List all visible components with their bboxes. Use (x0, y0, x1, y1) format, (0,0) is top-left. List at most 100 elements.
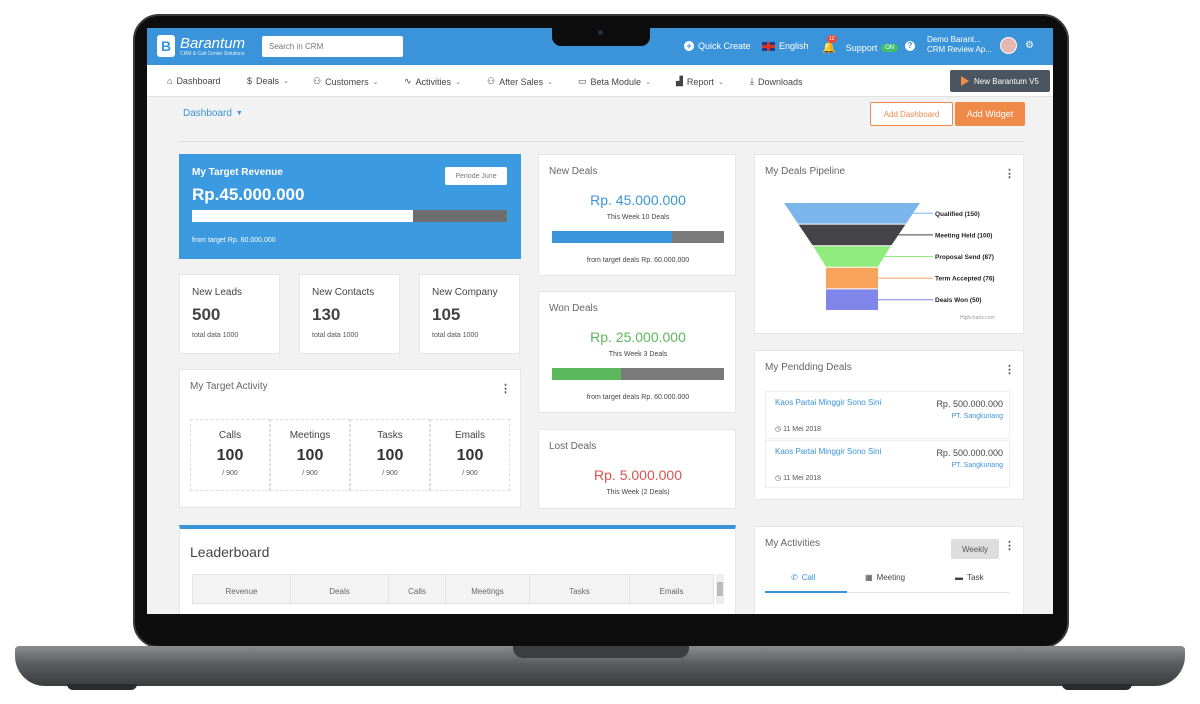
search-input[interactable] (262, 36, 403, 57)
activity-icon: ∿ (404, 76, 412, 86)
add-widget-button[interactable]: Add Widget (955, 102, 1025, 126)
won-deals-progress (552, 368, 724, 380)
nav-item-beta-module[interactable]: ▭ Beta Module ⌄ (578, 76, 651, 87)
nav-item-downloads[interactable]: ⤓ Downloads (750, 76, 803, 87)
target-revenue-card: My Target Revenue Rp.45.000.000 Periode … (179, 154, 521, 259)
revenue-value: Rp.45.000.000 (192, 185, 305, 204)
user-menu[interactable]: Demo Barant... CRM Review Ap... (927, 35, 992, 55)
period-button[interactable]: Periode June (445, 167, 507, 185)
more-vert-icon[interactable]: ⋮ (1004, 540, 1015, 552)
brand-name: Barantum (180, 34, 246, 52)
brand-logo[interactable]: B Barantum CRM & Call Center Solutions (157, 35, 245, 57)
funnel-segment[interactable] (784, 203, 920, 224)
funnel-segment[interactable] (826, 289, 878, 310)
user-role: CRM Review Ap... (927, 45, 992, 54)
progress-fill (552, 231, 673, 243)
home-icon: ⌂ (167, 76, 173, 86)
new-deals-progress (552, 231, 724, 243)
deal-name-link[interactable]: Kaos Partai Minggir Sono Sini (775, 447, 882, 456)
column-header[interactable]: Deals (291, 575, 389, 603)
folder-icon: ▭ (578, 76, 587, 86)
play-icon (961, 76, 970, 86)
tab-meeting[interactable]: ▦ Meeting (865, 573, 906, 582)
nav-item-customers[interactable]: ⚇ Customers ⌄ (313, 76, 379, 87)
emails-cell: Emails 100 / 900 (430, 419, 510, 491)
nav-item-dashboard[interactable]: ⌂ Dashboard (167, 76, 221, 86)
progress-fill (552, 368, 621, 380)
column-header[interactable]: Revenue (193, 575, 291, 603)
column-header[interactable]: Meetings (446, 575, 530, 603)
calls-cell: Calls 100 / 900 (190, 419, 270, 491)
chevron-down-icon: ⌄ (717, 78, 724, 86)
funnel-label: Qualified (150) (935, 211, 980, 218)
support-button[interactable]: 🔔 12 Support ON (822, 35, 899, 54)
dashboard-selector[interactable]: Dashboard ▼ (183, 108, 243, 119)
language-selector[interactable]: English (762, 41, 809, 51)
column-header[interactable]: Calls (389, 575, 446, 603)
new-deals-card: New Deals Rp. 45.000.000 This Week 10 De… (538, 154, 736, 276)
phone-icon: ✆ (791, 573, 798, 582)
users-icon: ⚇ (313, 76, 322, 86)
add-dashboard-button[interactable]: Add Dashboard (870, 102, 953, 126)
laptop-foot (1062, 684, 1132, 690)
column-header[interactable]: Emails (659, 587, 684, 596)
funnel-segment[interactable] (813, 246, 891, 267)
deal-date: 11 Mei 2018 (783, 426, 822, 433)
gear-icon[interactable]: ⚙ (1025, 40, 1034, 51)
funnel-segment[interactable] (826, 267, 878, 289)
new-contacts-card: New Contacts 130 total data 1000 (299, 274, 400, 354)
chart-credit: Highcharts.com (960, 315, 995, 321)
company-link[interactable]: PT. Sangkuriang (951, 462, 1003, 469)
chevron-down-icon: ⌄ (547, 78, 553, 86)
bell-icon: 🔔 12 (822, 35, 837, 54)
won-deals-amount: Rp. 25.000.000 (590, 329, 686, 345)
card-title: My Target Activity (190, 381, 268, 392)
nav-item-after-sales[interactable]: ⚇ After Sales ⌄ (487, 76, 553, 87)
card-title: My Target Revenue (192, 167, 283, 178)
more-vert-icon[interactable]: ⋮ (1004, 364, 1015, 376)
deals-pipeline-card: My Deals Pipeline ⋮ Qualified (150) Meeti… (754, 154, 1024, 334)
more-vert-icon[interactable]: ⋮ (1004, 168, 1015, 180)
download-icon: ⤓ (750, 76, 754, 86)
list-item[interactable]: Kaos Partai Minggir Sono Sini Rp. 500.00… (765, 391, 1010, 439)
camera-notch (552, 24, 650, 46)
help-button[interactable]: ? (905, 41, 915, 51)
leaderboard-title: Leaderboard (190, 544, 270, 560)
column-header[interactable]: Tasks (530, 575, 630, 603)
won-deals-card: Won Deals Rp. 25.000.000 This Week 3 Dea… (538, 291, 736, 413)
chevron-down-icon: ⌄ (645, 78, 651, 86)
tab-call[interactable]: ✆ Call (791, 573, 816, 582)
plus-icon: + (684, 41, 694, 51)
funnel-label: Term Accepted (76) (935, 276, 995, 283)
avatar[interactable] (1000, 37, 1017, 54)
scrollbar[interactable] (716, 574, 724, 604)
period-dropdown[interactable]: Weekly (951, 539, 999, 559)
chart-icon: ▟ (676, 76, 683, 86)
divider (179, 141, 1024, 142)
help-icon: ? (905, 41, 915, 51)
new-deals-amount: Rp. 45.000.000 (590, 192, 686, 208)
laptop-foot (67, 684, 137, 690)
from-target: from target Rp. 60.000.000 (192, 237, 276, 244)
deal-name-link[interactable]: Kaos Partai Minggir Sono Sini (775, 398, 882, 407)
more-vert-icon[interactable]: ⋮ (500, 383, 511, 395)
support-status-badge: ON (881, 43, 899, 52)
funnel-label: Deals Won (50) (935, 297, 981, 304)
nav-item-activities[interactable]: ∿ Activities ⌄ (404, 76, 461, 87)
target-activity-card: My Target Activity ⋮ Calls 100 / 900 Mee… (179, 369, 521, 508)
funnel-chart: Qualified (150) Meeting Held (100) Proposa… (784, 203, 995, 321)
nav-item-deals[interactable]: $ Deals ⌄ (247, 76, 289, 86)
brand-tagline: CRM & Call Center Solutions (180, 50, 245, 57)
tab-task[interactable]: ▬ Task (955, 573, 984, 582)
nav-item-report[interactable]: ▟ Report ⌄ (676, 76, 724, 87)
pending-deals-card: My Pendding Deals ⋮ Kaos Partai Minggir … (754, 350, 1024, 500)
deal-price: Rp. 500.000.000 (936, 448, 1003, 458)
funnel-segment[interactable] (798, 224, 906, 246)
user-name: Demo Barant... (927, 35, 981, 44)
new-company-card: New Company 105 total data 1000 (419, 274, 520, 354)
new-barantum-v5-button[interactable]: New Barantum V5 (950, 70, 1050, 92)
main-nav: ⌂ Dashboard $ Deals ⌄ ⚇ Customers ⌄ ∿ Activiti… (147, 65, 1053, 97)
company-link[interactable]: PT. Sangkuriang (951, 413, 1003, 420)
list-item[interactable]: Kaos Partai Minggir Sono Sini Rp. 500.00… (765, 440, 1010, 488)
quick-create-button[interactable]: + Quick Create (684, 41, 751, 51)
